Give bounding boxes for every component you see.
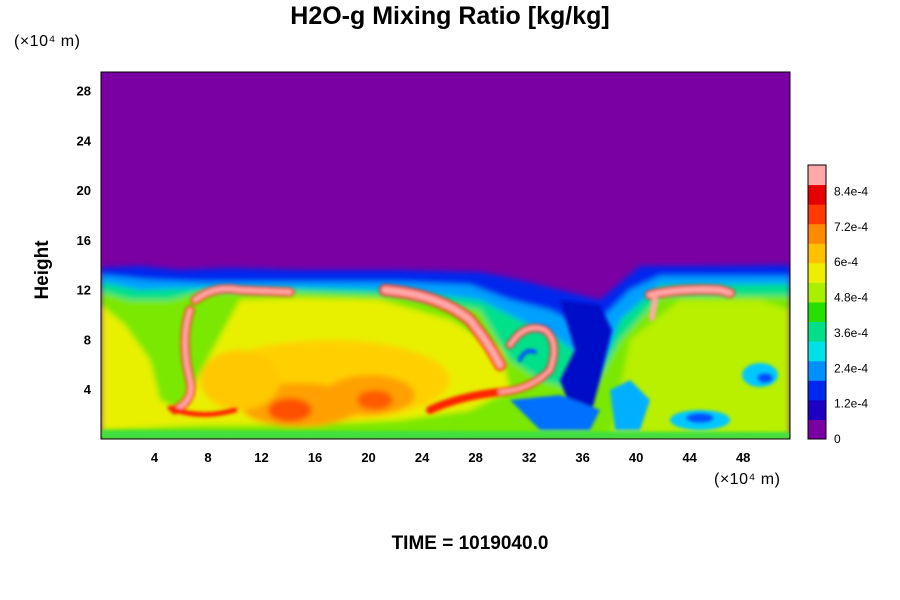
colorbar-label: 4.8e-4 bbox=[834, 291, 868, 305]
y-tick-label: 20 bbox=[77, 183, 91, 198]
colorbar-swatch bbox=[808, 262, 826, 283]
colorbar-swatch bbox=[808, 321, 826, 342]
y-tick-label: 12 bbox=[77, 283, 91, 298]
colorbar-swatch bbox=[808, 302, 826, 323]
colorbar-swatch bbox=[808, 282, 826, 303]
colorbar-swatch bbox=[808, 204, 826, 225]
colorbar-swatch bbox=[808, 341, 826, 362]
colorbar-label: 6e-4 bbox=[834, 255, 858, 269]
y-tick-label: 24 bbox=[77, 133, 92, 148]
colorbar-swatch bbox=[808, 380, 826, 401]
colorbar-swatch bbox=[808, 223, 826, 244]
colorbar-swatch bbox=[808, 419, 826, 440]
colorbar-label: 8.4e-4 bbox=[834, 185, 868, 199]
colorbar-swatch bbox=[808, 243, 826, 264]
x-tick-label: 28 bbox=[468, 450, 482, 465]
colorbar-label: 2.4e-4 bbox=[834, 361, 868, 375]
y-tick-label: 28 bbox=[77, 84, 91, 99]
colorbar-label: 7.2e-4 bbox=[834, 220, 868, 234]
x-tick-label: 44 bbox=[682, 450, 697, 465]
x-tick-label: 36 bbox=[575, 450, 589, 465]
colorbar-swatch bbox=[808, 184, 826, 205]
colorbar: 0 1.2e-4 2.4e-4 3.6e-4 4.8e-4 6e-4 7.2e-4 8.4e-… bbox=[807, 164, 868, 446]
colorbar-label: 1.2e-4 bbox=[834, 397, 868, 411]
colorbar-frame bbox=[807, 164, 827, 440]
y-tick-label: 4 bbox=[84, 382, 92, 397]
y-tick-label: 8 bbox=[84, 332, 91, 347]
x-tick-label: 4 bbox=[151, 450, 159, 465]
time-label: TIME = 1019040.0 bbox=[391, 533, 549, 554]
colorbar-swatch bbox=[808, 360, 826, 381]
x-tick-label: 24 bbox=[415, 450, 430, 465]
colorbar-swatch bbox=[808, 165, 826, 186]
x-tick-label: 12 bbox=[254, 450, 268, 465]
x-tick-label: 8 bbox=[204, 450, 211, 465]
plot-frame bbox=[100, 71, 791, 440]
dry-patches-lower bbox=[101, 300, 790, 439]
x-axis-unit: (×10⁴ m) bbox=[714, 471, 781, 488]
heatmap-field bbox=[101, 72, 790, 439]
x-axis-ticks: 4 8 12 16 20 24 28 32 36 40 44 48 bbox=[151, 450, 751, 465]
x-tick-label: 40 bbox=[629, 450, 643, 465]
colorbar-label: 3.6e-4 bbox=[834, 326, 868, 340]
y-axis-unit: (×10⁴ m) bbox=[14, 33, 81, 50]
moist-plumes bbox=[167, 284, 735, 418]
x-tick-label: 16 bbox=[308, 450, 322, 465]
colorbar-swatch bbox=[808, 399, 826, 420]
y-tick-label: 16 bbox=[77, 233, 91, 248]
x-tick-label: 20 bbox=[361, 450, 375, 465]
colorbar-label: 0 bbox=[834, 432, 841, 446]
chart-title: H2O-g Mixing Ratio [kg/kg] bbox=[290, 2, 610, 30]
y-axis-ticks: 4 8 12 16 20 24 28 bbox=[77, 84, 92, 398]
x-tick-label: 48 bbox=[736, 450, 750, 465]
x-tick-label: 32 bbox=[522, 450, 536, 465]
